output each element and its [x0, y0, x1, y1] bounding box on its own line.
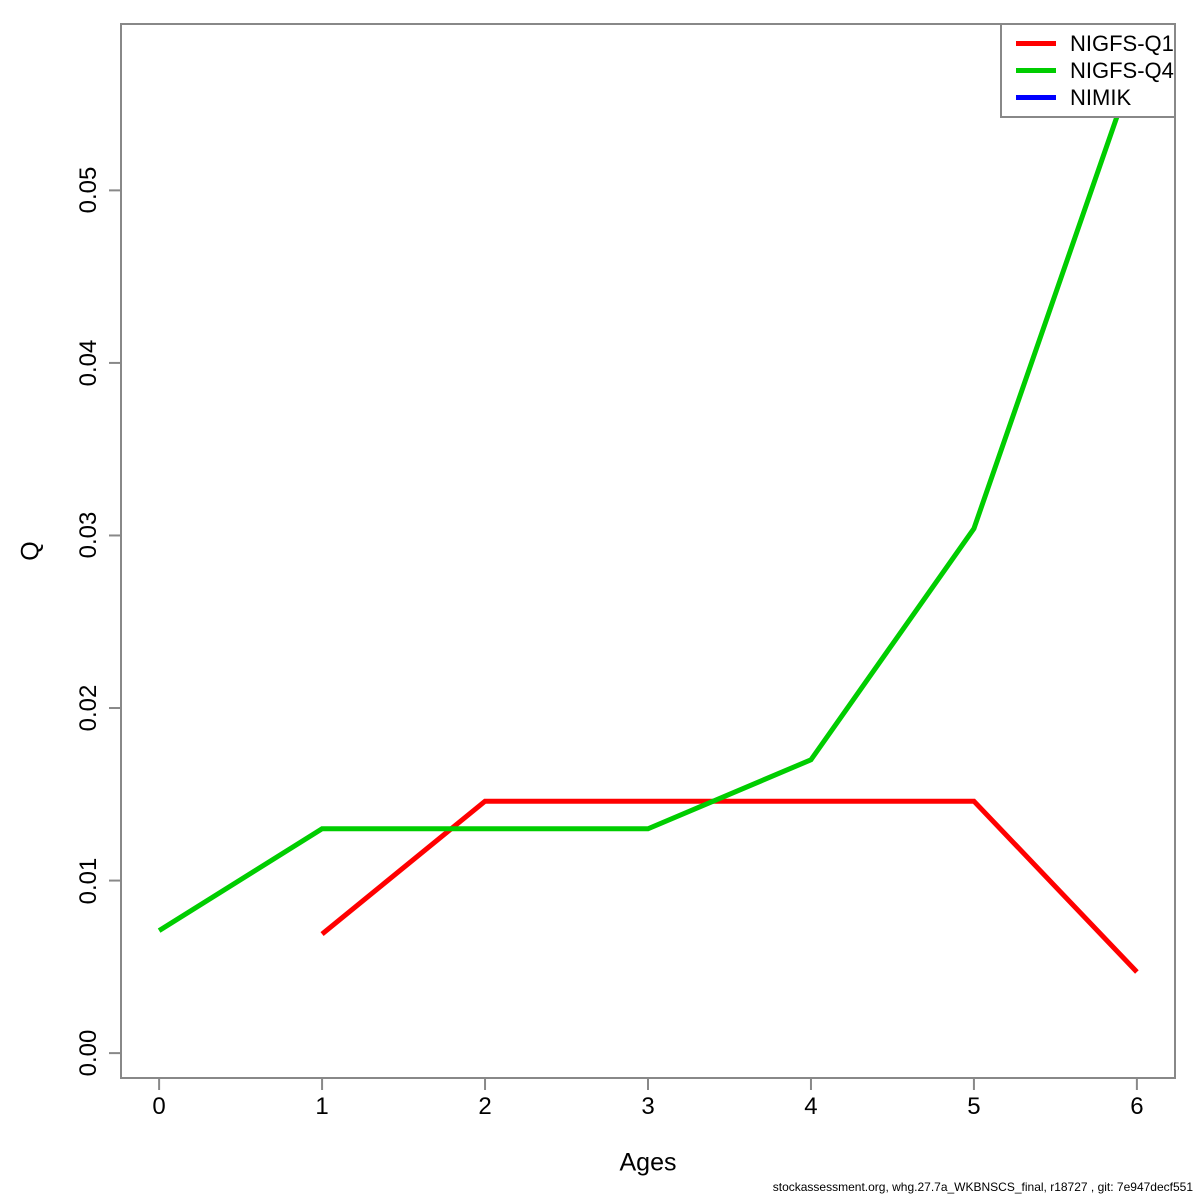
x-tick-label: 0 — [152, 1093, 166, 1120]
y-tick-label: 0.01 — [75, 857, 102, 904]
y-tick-label: 0.03 — [75, 512, 102, 559]
legend-item: NIGFS-Q4 — [1016, 57, 1174, 83]
legend-item: NIMIK — [1016, 84, 1174, 110]
footer-attribution: stockassessment.org, whg.27.7a_WKBNSCS_f… — [772, 1180, 1193, 1194]
x-tick-label: 6 — [1130, 1093, 1144, 1120]
x-tick-label: 2 — [478, 1093, 492, 1120]
x-axis-label: Ages — [619, 1148, 677, 1177]
y-tick-label: 0.02 — [75, 684, 102, 732]
y-tick-label: 0.05 — [75, 167, 102, 214]
legend-label: NIGFS-Q4 — [1070, 57, 1174, 83]
x-tick-label: 3 — [641, 1093, 655, 1120]
legend-item: NIGFS-Q1 — [1016, 30, 1174, 56]
x-tick-label: 1 — [315, 1093, 329, 1120]
series-line-nigfs-q4 — [157, 58, 1140, 933]
y-tick-label: 0.04 — [75, 339, 102, 387]
plot-border — [120, 23, 1176, 1079]
legend: NIGFS-Q1 NIGFS-Q4 NIMIK — [1000, 23, 1176, 118]
series-line-nigfs-q1 — [320, 798, 1139, 974]
x-tick-label: 5 — [967, 1093, 981, 1120]
y-axis-label: Q — [16, 541, 45, 561]
legend-line-swatch — [1016, 41, 1056, 46]
legend-label: NIGFS-Q1 — [1070, 30, 1174, 56]
x-tick-label: 4 — [804, 1093, 818, 1120]
legend-line-swatch — [1016, 68, 1056, 73]
y-tick-label: 0.00 — [75, 1029, 102, 1077]
legend-label: NIMIK — [1070, 84, 1132, 110]
legend-line-swatch — [1016, 95, 1056, 100]
